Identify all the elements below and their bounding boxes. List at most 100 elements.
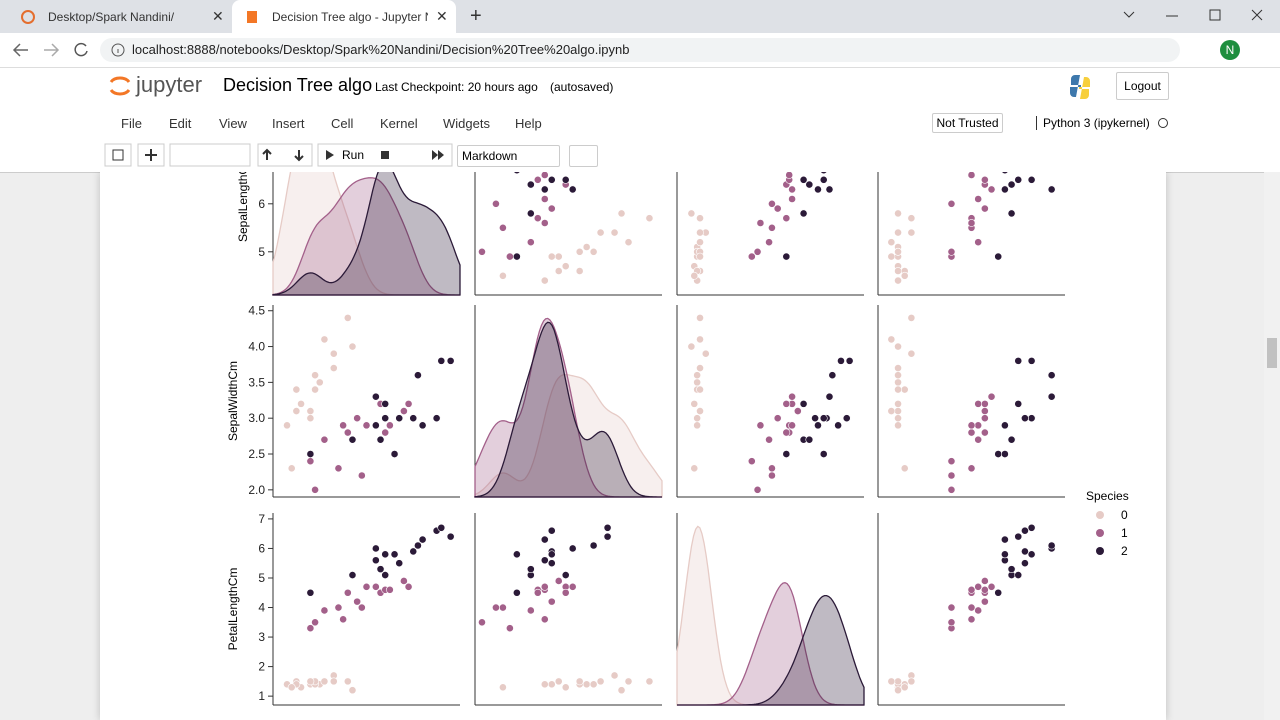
point [554, 577, 563, 585]
point [320, 335, 329, 344]
tab-close[interactable]: ✕ [212, 8, 224, 24]
point [478, 618, 486, 627]
point [837, 356, 845, 365]
point [834, 421, 843, 430]
point [805, 180, 814, 189]
point [894, 407, 902, 415]
point [894, 421, 902, 430]
point [306, 407, 315, 415]
point [547, 526, 556, 535]
menu-item[interactable]: Edit [169, 116, 192, 131]
point [348, 686, 357, 695]
point [1007, 565, 1016, 574]
run-label[interactable]: Run [342, 148, 365, 162]
point [1021, 414, 1029, 423]
point [1014, 175, 1023, 184]
point [554, 252, 563, 261]
back[interactable] [12, 43, 28, 57]
tab-active[interactable]: Decision Tree algo - Jupyter Note ✕ [232, 0, 456, 33]
point [782, 252, 791, 261]
scrollbar[interactable] [1264, 172, 1280, 720]
maximize[interactable] [1209, 9, 1221, 21]
point [696, 214, 704, 223]
new-tab[interactable]: + [470, 5, 482, 27]
menu-item[interactable]: Kernel [380, 116, 418, 131]
point [320, 435, 329, 444]
point [371, 582, 380, 591]
point [547, 204, 556, 213]
url[interactable]: localhost:8888/notebooks/Desktop/Spark%2… [100, 38, 1180, 62]
point [596, 677, 605, 686]
point [329, 677, 338, 686]
point [947, 457, 956, 466]
point [432, 414, 441, 423]
point [526, 238, 535, 247]
notebook-area: SepalLengthCm 5 6 SepalWidthCm 2.0 2.5 3.0 3.5 4… [0, 172, 1264, 720]
point [512, 588, 521, 597]
profile[interactable]: N [1220, 40, 1240, 60]
point [690, 271, 699, 280]
point [409, 547, 418, 556]
point [1021, 559, 1029, 568]
point [820, 172, 828, 175]
point [329, 349, 338, 358]
point [696, 238, 704, 247]
point [907, 228, 916, 237]
logout[interactable]: Logout [1116, 72, 1169, 100]
tab-search[interactable] [1123, 11, 1135, 18]
reload[interactable] [74, 42, 88, 57]
point [287, 464, 296, 473]
point [339, 615, 348, 624]
keyboard[interactable] [569, 145, 598, 167]
point [693, 414, 702, 423]
point [753, 485, 762, 494]
point [900, 271, 909, 280]
close[interactable] [1251, 9, 1263, 21]
point [414, 371, 422, 380]
jupyter-logo[interactable]: jupyter [136, 72, 203, 97]
menu-item[interactable]: Insert [272, 116, 305, 131]
kde [272, 172, 461, 296]
y-tick-label: 2.5 [248, 447, 265, 461]
forward[interactable] [44, 43, 60, 57]
cut-copy-paste[interactable] [169, 143, 251, 167]
pairplot: SepalLengthCm 5 6 SepalWidthCm 2.0 2.5 3.0 3.5 4… [226, 172, 1129, 706]
fast-forward-icon [432, 150, 444, 160]
point [533, 214, 542, 223]
point [554, 267, 563, 275]
menu-item[interactable]: Help [515, 116, 542, 131]
save[interactable] [104, 143, 132, 167]
notebook-title[interactable]: Decision Tree algo [223, 75, 373, 95]
point [894, 378, 902, 387]
menu-item[interactable]: View [219, 116, 247, 131]
point [1007, 435, 1016, 444]
point [353, 414, 362, 423]
cell-type-select[interactable]: Markdown [457, 145, 560, 167]
point [814, 421, 822, 430]
point [690, 464, 699, 473]
point [980, 428, 989, 437]
checkpoint: Last Checkpoint: 20 hours ago [375, 80, 538, 94]
point [693, 421, 702, 430]
y-tick-label: 6 [258, 541, 265, 555]
point [1000, 421, 1009, 430]
point [701, 349, 710, 358]
point [1000, 450, 1009, 458]
tab-close[interactable]: ✕ [436, 8, 448, 24]
point [1014, 532, 1023, 541]
trust[interactable]: Not Trusted [932, 113, 1003, 133]
menu-item[interactable]: File [121, 116, 142, 131]
y-tick-label: 7 [258, 512, 265, 526]
legend-title: Species [1086, 489, 1129, 503]
tab[interactable]: Desktop/Spark Nandini/ ✕ [8, 0, 230, 33]
point [353, 597, 362, 606]
menu-item[interactable]: Cell [331, 116, 354, 131]
point [610, 228, 619, 237]
point [1027, 550, 1036, 559]
menu-item[interactable]: Widgets [443, 116, 490, 131]
point [371, 421, 380, 430]
point [385, 585, 394, 594]
point [811, 414, 819, 423]
scroll-thumb[interactable] [1267, 338, 1277, 368]
point [980, 414, 989, 423]
